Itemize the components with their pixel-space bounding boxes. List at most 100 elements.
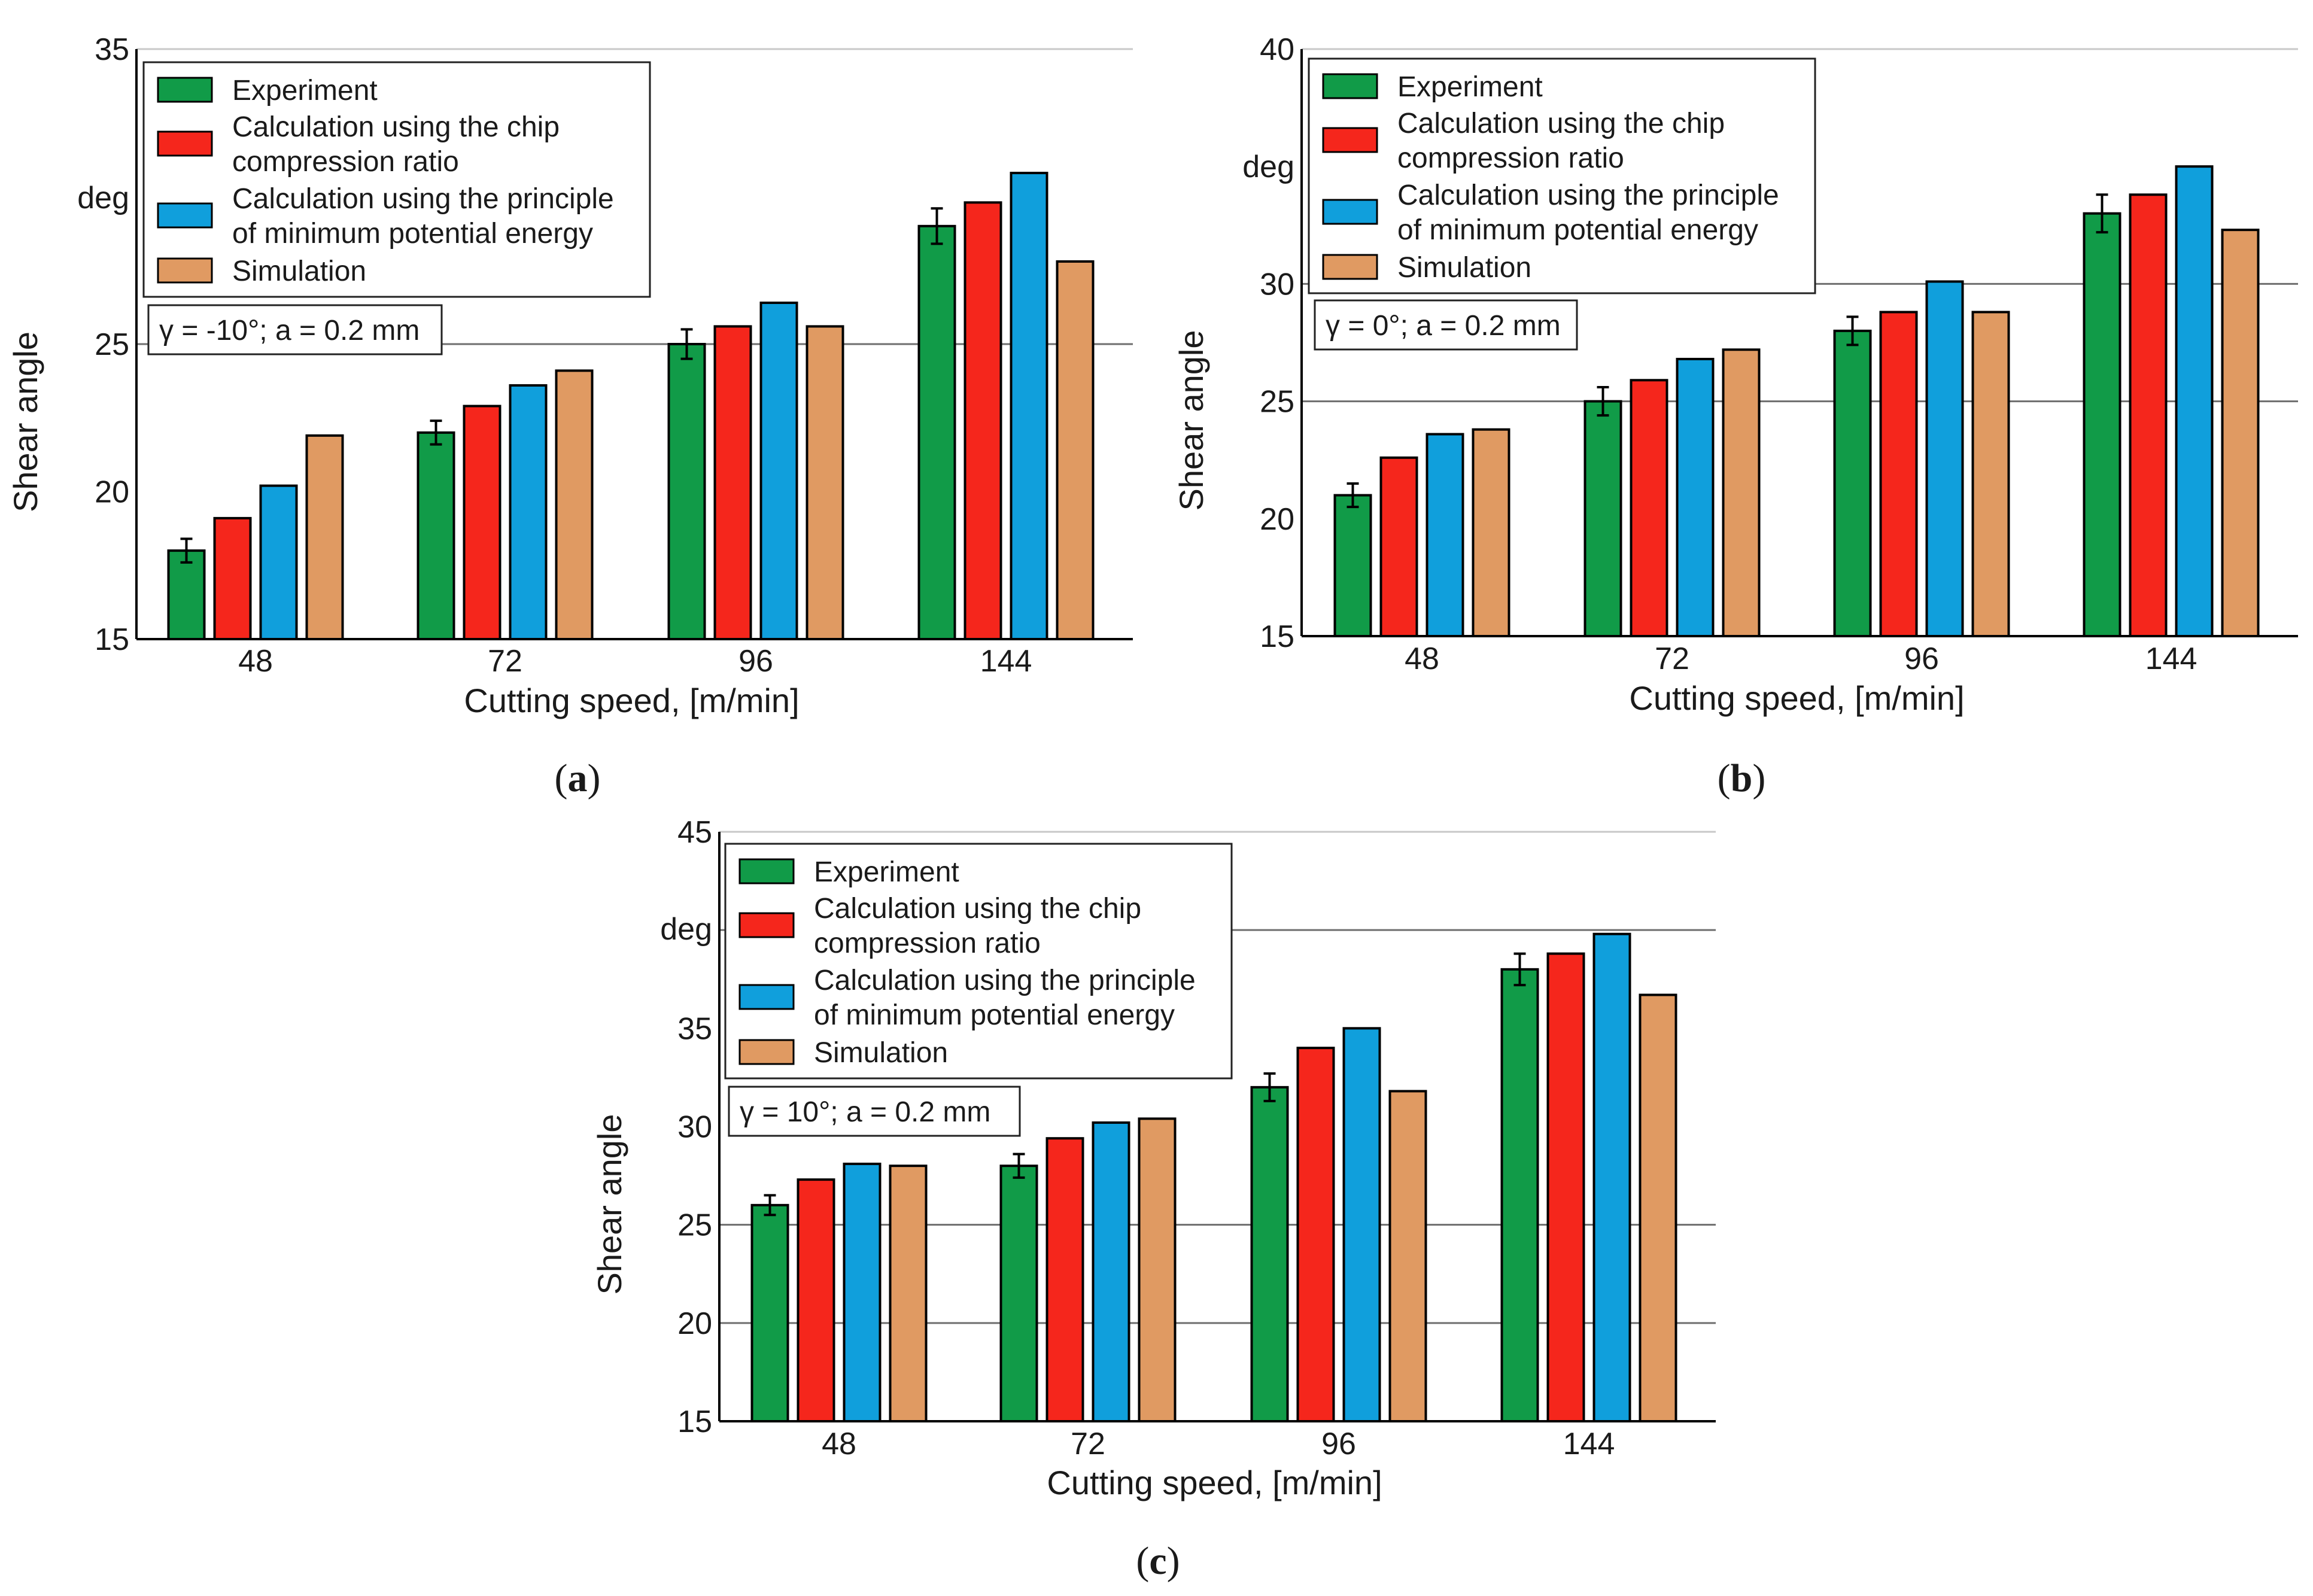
condition-note-box [147,304,443,355]
bar-1-96 [667,343,706,640]
y-tick-label: 20 [95,475,129,510]
legend-swatch-2 [1322,127,1378,153]
bar-1-96 [1250,1086,1289,1423]
x-tick-label: 72 [1655,642,1689,676]
y-tick-label: 25 [95,327,129,362]
chart-panel-c: 15 20 25 30 35 45 deg Shear angle 48 72 96 144 Cutti… [591,815,1716,1583]
x-axis-title: Cutting speed, [m/min] [1047,1464,1382,1501]
y-tick-label: 20 [1260,502,1294,537]
bar-3-144 [1592,932,1631,1422]
condition-note-box [1314,299,1578,351]
bar-4-144 [1639,993,1677,1423]
panel-caption: (a) [555,756,601,800]
bar-4-48 [305,434,344,641]
legend-label: Experiment [814,856,959,888]
legend-label: of minimum potential energy [1397,214,1758,246]
caption-open: ( [1718,756,1731,800]
x-tick-label: 72 [488,644,522,679]
legend-label: Calculation using the chip [1397,108,1725,139]
bar-3-48 [259,484,298,640]
condition-note: γ = 10°; a = 0.2 mm [740,1096,990,1128]
bar-1-96 [1833,329,1872,637]
caption-open: ( [1136,1539,1149,1583]
bar-2-96 [1879,311,1918,637]
legend-label: of minimum potential energy [814,999,1175,1031]
x-tick-label: 96 [738,644,773,679]
caption-letter: b [1731,756,1753,800]
bar-1-72 [999,1165,1038,1422]
bar-2-144 [2129,193,2168,637]
y-unit-label: deg [1242,150,1294,184]
bar-1-48 [1333,494,1372,637]
legend-label: Simulation [814,1037,948,1069]
y-tick-label: 45 [677,815,712,850]
x-tick-label: 96 [1904,642,1939,676]
legend-box [1308,57,1816,294]
x-tick-label: 96 [1321,1427,1356,1461]
legend-label: compression ratio [232,146,459,178]
chart-panel-b: 15 20 25 30 40 deg Shear angle 48 72 96 144 Cutting… [1172,32,2298,800]
bar-3-48 [843,1162,882,1422]
x-axis-title: Cutting speed, [m/min] [464,682,799,719]
legend-label: Calculation using the chip [232,111,560,143]
x-tick-label: 48 [822,1427,856,1461]
y-tick-label: 15 [1260,619,1294,654]
condition-note: γ = -10°; a = 0.2 mm [159,315,420,346]
legend-swatch-4 [738,1039,795,1065]
legend-swatch-1 [738,858,795,884]
bar-3-144 [1010,172,1048,640]
bar-2-72 [463,405,501,641]
legend: Experiment Calculation using the chipcomp… [724,843,1233,1080]
condition-note: γ = 0°; a = 0.2 mm [1326,310,1561,342]
y-tick-label: 15 [677,1405,712,1439]
y-tick-label: 35 [95,32,129,67]
y-axis-title: Shear angle [591,1114,628,1294]
bar-1-48 [750,1203,789,1423]
legend-label: of minimum potential energy [232,218,593,250]
bar-1-144 [2083,212,2121,637]
bar-4-96 [1388,1090,1427,1422]
y-tick-label: 20 [677,1306,712,1341]
legend-swatch-1 [157,77,213,103]
legend-swatch-2 [157,130,213,157]
x-tick-label: 144 [2145,642,2197,676]
legend-label: compression ratio [1397,142,1624,174]
panel-caption: (c) [1136,1539,1180,1583]
bar-2-48 [1379,456,1418,637]
bar-1-72 [1583,400,1622,637]
legend-swatch-4 [157,257,213,284]
legend-swatch-2 [738,912,795,938]
legend-label: compression ratio [814,928,1041,959]
bar-3-72 [1092,1121,1130,1423]
bar-2-48 [797,1178,835,1423]
bar-3-144 [2175,165,2214,637]
bar-4-144 [2221,229,2260,637]
bar-4-72 [1138,1117,1177,1423]
bar-2-72 [1630,379,1668,637]
legend-box [142,61,651,298]
bar-4-144 [1056,260,1095,640]
legend-box [724,843,1233,1080]
legend-label: Simulation [1397,252,1531,284]
caption-letter: c [1149,1539,1166,1583]
legend-swatch-1 [1322,73,1378,99]
bar-1-144 [917,224,956,640]
panel-caption: (b) [1718,756,1766,800]
bar-2-96 [1296,1047,1335,1422]
bar-1-144 [1500,968,1539,1423]
y-unit-label: deg [77,181,129,215]
bar-3-96 [1925,280,1964,637]
legend-label: Calculation using the chip [814,893,1141,925]
x-tick-label: 144 [1563,1427,1615,1461]
bar-2-72 [1045,1137,1084,1422]
caption-close: ) [588,756,601,800]
legend: Experiment Calculation using the chipcomp… [142,61,651,298]
y-unit-label: deg [660,912,712,947]
bar-1-48 [167,549,206,640]
bar-1-72 [417,431,455,641]
bar-4-96 [1971,311,2010,637]
bar-2-48 [213,516,252,640]
legend-swatch-3 [738,984,795,1010]
y-tick-label: 25 [677,1208,712,1243]
